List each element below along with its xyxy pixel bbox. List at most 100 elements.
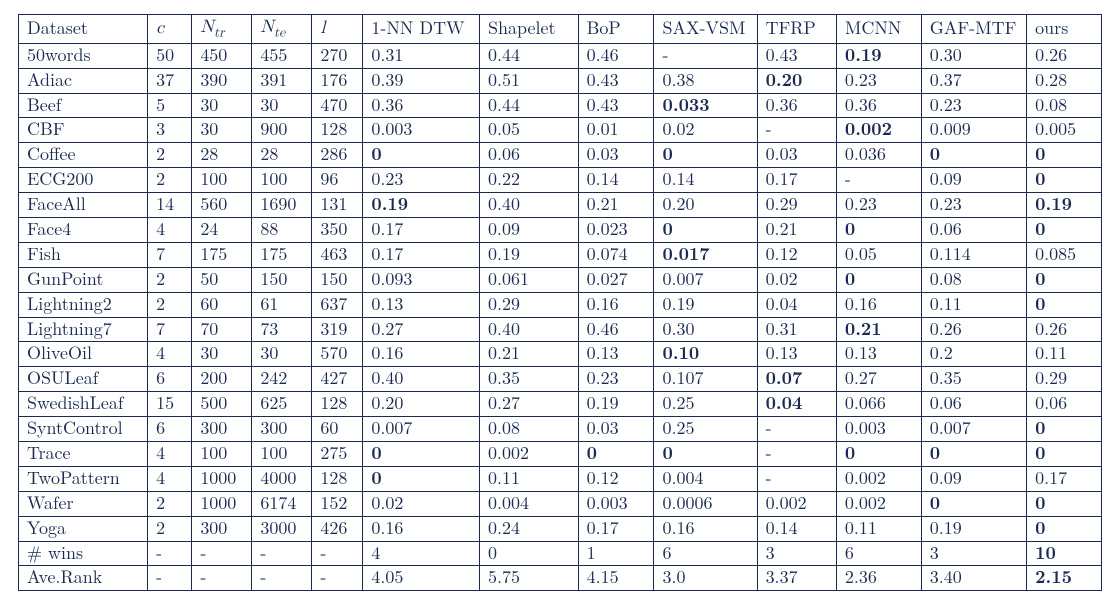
cell: 0.107 <box>654 367 757 392</box>
cell: 0.24 <box>480 516 579 541</box>
cell: 0.27 <box>480 392 579 417</box>
cell: 6 <box>148 367 192 392</box>
col-header: ours <box>1027 15 1102 44</box>
cell: 0.43 <box>578 68 654 93</box>
cell: 0.11 <box>480 466 579 491</box>
cell: 0.14 <box>654 168 757 193</box>
cell: - <box>312 566 363 591</box>
cell: 1 <box>578 541 654 566</box>
cell: 0.17 <box>363 218 480 243</box>
cell: 0.11 <box>836 516 921 541</box>
cell: 0.44 <box>480 43 579 68</box>
cell: 0.21 <box>836 317 921 342</box>
cell: 0.04 <box>757 292 836 317</box>
cell: 900 <box>252 118 312 143</box>
cell: 0.39 <box>363 68 480 93</box>
cell: 0.20 <box>363 392 480 417</box>
cell: 0 <box>363 466 480 491</box>
cell: 0.002 <box>757 491 836 516</box>
cell: 0 <box>1027 516 1102 541</box>
cell: 350 <box>312 218 363 243</box>
cell: 30 <box>252 93 312 118</box>
cell: - <box>192 541 252 566</box>
cell: 2 <box>148 143 192 168</box>
cell: 0 <box>578 442 654 467</box>
cell: 0 <box>921 143 1026 168</box>
col-header: Ntr <box>192 15 252 44</box>
cell: 128 <box>312 392 363 417</box>
cell: 88 <box>252 218 312 243</box>
cell: 0.06 <box>921 218 1026 243</box>
cell: 0.17 <box>1027 466 1102 491</box>
cell: 0.46 <box>578 317 654 342</box>
col-header: MCNN <box>836 15 921 44</box>
cell: 50 <box>192 267 252 292</box>
cell: 0.007 <box>654 267 757 292</box>
cell: 0.37 <box>921 68 1026 93</box>
cell: 0.29 <box>1027 367 1102 392</box>
cell: 0.26 <box>921 317 1026 342</box>
cell: 2 <box>148 491 192 516</box>
cell: 6 <box>148 417 192 442</box>
cell: 0 <box>654 218 757 243</box>
cell: 0.17 <box>578 516 654 541</box>
cell: 625 <box>252 392 312 417</box>
cell: 0.38 <box>654 68 757 93</box>
cell: 0.06 <box>480 143 579 168</box>
cell: 0.19 <box>836 43 921 68</box>
cell: 3.37 <box>757 566 836 591</box>
results-table: DatasetcNtrNtel1-NN DTWShapeletBoPSAX-VS… <box>18 14 1102 591</box>
cell: 470 <box>312 93 363 118</box>
cell: 0.027 <box>578 267 654 292</box>
cell: 150 <box>312 267 363 292</box>
cell: 0.08 <box>921 267 1026 292</box>
cell: - <box>757 417 836 442</box>
cell: 0.06 <box>1027 392 1102 417</box>
cell: 37 <box>148 68 192 93</box>
cell: 3.0 <box>654 566 757 591</box>
cell: 0.07 <box>757 367 836 392</box>
cell: 0.29 <box>757 193 836 218</box>
cell: 500 <box>192 392 252 417</box>
dataset-name: ECG200 <box>19 168 148 193</box>
table-row: Adiac373903911760.390.510.430.380.200.23… <box>19 68 1102 93</box>
cell: 0.002 <box>836 466 921 491</box>
cell: 0.0006 <box>654 491 757 516</box>
cell: 0.003 <box>578 491 654 516</box>
cell: 0 <box>836 218 921 243</box>
cell: 0 <box>1027 292 1102 317</box>
cell: 50 <box>148 43 192 68</box>
cell: 0.10 <box>654 342 757 367</box>
table-row: Coffee2282828600.060.0300.030.03600 <box>19 143 1102 168</box>
cell: 0.40 <box>480 193 579 218</box>
dataset-name: Coffee <box>19 143 148 168</box>
cell: 0.19 <box>480 242 579 267</box>
cell: 0.26 <box>1027 43 1102 68</box>
cell: 30 <box>192 342 252 367</box>
table-row: # wins----401636310 <box>19 541 1102 566</box>
cell: 275 <box>312 442 363 467</box>
cell: 463 <box>312 242 363 267</box>
cell: 286 <box>312 143 363 168</box>
cell: 0.003 <box>836 417 921 442</box>
cell: 200 <box>192 367 252 392</box>
col-header: l <box>312 15 363 44</box>
cell: 131 <box>312 193 363 218</box>
cell: 0.22 <box>480 168 579 193</box>
cell: 0.51 <box>480 68 579 93</box>
cell: - <box>312 541 363 566</box>
cell: 455 <box>252 43 312 68</box>
cell: 0.36 <box>757 93 836 118</box>
cell: 4 <box>363 541 480 566</box>
table-row: Lightning7770733190.270.400.460.300.310.… <box>19 317 1102 342</box>
cell: 70 <box>192 317 252 342</box>
cell: 0.36 <box>836 93 921 118</box>
cell: 0.14 <box>578 168 654 193</box>
cell: - <box>148 566 192 591</box>
cell: 3 <box>921 541 1026 566</box>
cell: 0.19 <box>654 292 757 317</box>
cell: 152 <box>312 491 363 516</box>
cell: 0.16 <box>578 292 654 317</box>
cell: 0 <box>1027 442 1102 467</box>
table-row: TwoPattern41000400012800.110.120.004-0.0… <box>19 466 1102 491</box>
